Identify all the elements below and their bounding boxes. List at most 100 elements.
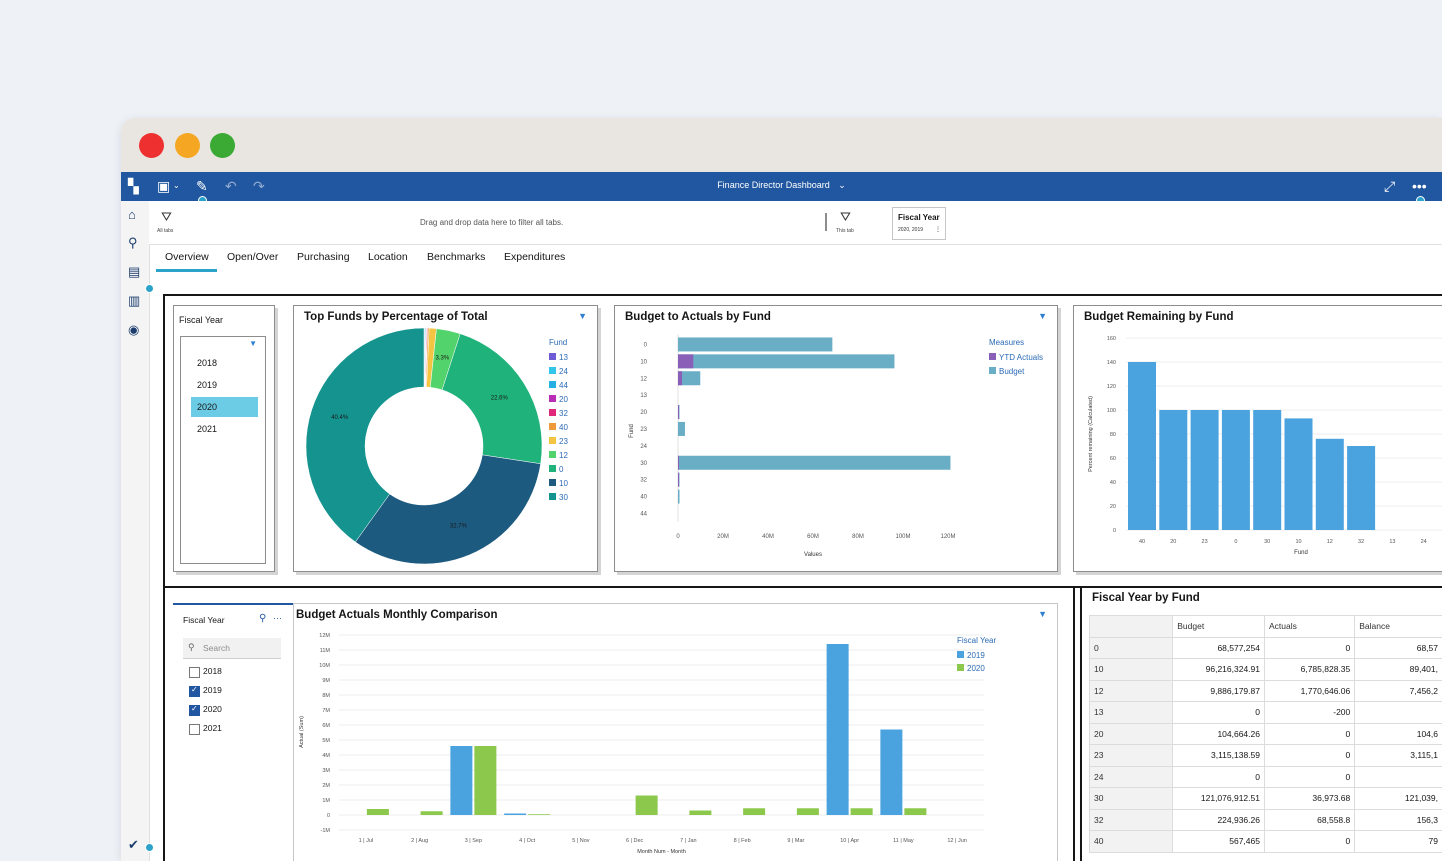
my-content-icon[interactable]: ▤	[128, 264, 141, 279]
checklist-more-icon[interactable]: ···	[273, 613, 282, 623]
ba-x-tick: 60M	[807, 534, 819, 540]
column-header-fund[interactable]	[1088, 615, 1174, 638]
table-row: 23 3,115,138.59 0 3,115,1	[1088, 744, 1442, 767]
team-content-icon[interactable]: ▥	[128, 293, 141, 308]
tab-purchasing[interactable]: Purchasing	[297, 251, 350, 263]
tab-bar: Overview Open/Over Purchasing Location B…	[149, 244, 849, 274]
mc-x-tick: 4 | Oct	[519, 838, 536, 844]
legend-swatch-40	[549, 423, 556, 430]
column-header-actuals[interactable]: Actuals	[1263, 615, 1356, 638]
edit-pencil-icon[interactable]: ✎	[196, 178, 208, 194]
table-cell-value: 0	[1263, 636, 1356, 659]
checkbox-label: 2021	[203, 723, 222, 733]
ba-y-tick: 12	[640, 376, 647, 382]
tab-overview[interactable]: Overview	[165, 251, 209, 263]
save-icon[interactable]: ▣	[157, 178, 171, 194]
mc-x-axis-label: Month Num - Month	[637, 849, 686, 855]
donut-slice-0	[441, 333, 543, 465]
table-cell-value: 0	[1172, 701, 1265, 724]
table-cell-fund: 30	[1088, 787, 1174, 810]
ba-x-tick: 120M	[940, 534, 955, 540]
undo-icon[interactable]: ↶	[225, 178, 237, 194]
drop-zone-hint[interactable]: Drag and drop data here to filter all ta…	[420, 218, 564, 227]
br-x-tick: 40	[1139, 539, 1145, 545]
table-cell-value	[1354, 701, 1442, 724]
more-options-icon[interactable]: •••	[1412, 178, 1427, 194]
table-cell-fund: 0	[1088, 636, 1174, 659]
br-y-tick: 160	[1107, 336, 1116, 342]
fullscreen-icon[interactable]: ⤢	[1384, 178, 1396, 194]
legend-swatch-24	[549, 367, 556, 374]
column-header-balance[interactable]: Balance	[1354, 615, 1442, 638]
tab-open-over[interactable]: Open/Over	[227, 251, 279, 263]
maximize-window-button[interactable]	[210, 133, 235, 158]
ba-x-tick: 40M	[762, 534, 774, 540]
fiscal-year-option[interactable]: 2019	[197, 380, 218, 390]
ba-y-tick: 20	[640, 410, 647, 416]
tab-expenditures[interactable]: Expenditures	[504, 251, 566, 263]
home-icon[interactable]: ⌂	[128, 207, 136, 222]
filter-icon[interactable]: ▼	[249, 339, 257, 348]
minimize-window-button[interactable]	[175, 133, 200, 158]
save-menu-chevron-icon[interactable]: ⌄	[173, 181, 180, 190]
ba-bar-actuals	[678, 354, 694, 369]
checkbox-2019[interactable]	[189, 685, 200, 697]
mc-bar-2019	[504, 813, 527, 815]
monthly-filter-icon[interactable]: ▼	[1038, 609, 1047, 619]
ba-legend-title: Measures	[989, 338, 1024, 347]
tab-location[interactable]: Location	[368, 251, 408, 263]
close-window-button[interactable]	[139, 133, 164, 158]
dashboard-title[interactable]: Finance Director Dashboard ⌄	[121, 180, 1442, 191]
donut-data-label: 3.3%	[436, 355, 450, 361]
redo-icon[interactable]: ↷	[253, 178, 265, 194]
mc-legend-swatch	[957, 651, 964, 658]
legend-swatch-30	[549, 493, 556, 500]
br-y-tick: 20	[1110, 504, 1116, 510]
this-tab-filter-icon[interactable]: ⛛	[840, 209, 851, 224]
checkbox-2021[interactable]	[189, 724, 200, 735]
checklist-search-field[interactable]: ⚲ Search	[183, 638, 281, 659]
mc-bar-2020	[689, 810, 712, 815]
checkbox-2018[interactable]	[189, 667, 200, 678]
table-row: 10 96,216,324.91 6,785,828.35 89,401,	[1088, 658, 1442, 681]
table-cell-value: 7,456,2	[1354, 679, 1442, 702]
donut-filter-icon[interactable]: ▼	[578, 311, 587, 321]
monthly-comparison-chart: -1M 0 1M 2M 3M 4M 5M 6M 7M 8M 9M 10M 11M 12M 1 | Jul 2 …	[299, 633, 996, 855]
chip-menu-icon[interactable]: ⋮	[935, 227, 941, 233]
recent-icon[interactable]: ◉	[128, 322, 140, 337]
notifications-check-icon[interactable]: ✔	[128, 837, 139, 852]
tab-benchmarks[interactable]: Benchmarks	[427, 251, 486, 263]
table-cell-value: 104,6	[1354, 722, 1442, 745]
table-cell-value: 96,216,324.91	[1172, 658, 1265, 681]
filter-bar: ⛛ All tabs Drag and drop data here to fi…	[149, 201, 1442, 245]
br-bar-12	[1315, 438, 1344, 530]
mc-x-tick: 10 | Apr	[840, 838, 859, 844]
checkbox-2020[interactable]	[189, 704, 200, 716]
budget-actuals-filter-icon[interactable]: ▼	[1038, 311, 1047, 321]
donut-data-label: 32.7%	[450, 524, 468, 530]
fiscal-year-filter-chip[interactable]: Fiscal Year 2020, 2019 ⋮	[892, 207, 946, 240]
fiscal-year-option-selected[interactable]: 2020	[197, 402, 218, 412]
app-toolbar: ▚ ▣ ⌄ ✎ ↶ ↷ Finance Director Dashboard ⌄…	[121, 172, 1442, 201]
search-icon[interactable]: ⚲	[128, 235, 138, 250]
br-bar-23	[1190, 410, 1219, 530]
table-cell-value: 121,039,	[1354, 787, 1442, 810]
fiscal-year-list-box: ▼ 2018 2019 2020 2021	[180, 336, 266, 564]
ba-y-tick: 0	[644, 342, 648, 348]
br-bar-32	[1347, 446, 1376, 530]
ba-y-axis-label: Fund	[629, 424, 635, 438]
all-tabs-filter-icon[interactable]: ⛛	[161, 209, 172, 224]
ba-y-tick: 23	[640, 427, 647, 433]
checklist-search-icon[interactable]: ⚲	[259, 613, 267, 624]
table-cell-value: 3,115,1	[1354, 744, 1442, 767]
fiscal-year-option[interactable]: 2021	[197, 424, 218, 434]
column-header-budget[interactable]: Budget	[1172, 615, 1265, 638]
all-tabs-label: All tabs	[157, 228, 174, 234]
app-switcher-icon[interactable]: ▚	[128, 178, 139, 194]
donut-data-label: 22.6%	[491, 395, 509, 401]
fiscal-year-option[interactable]: 2018	[197, 358, 218, 368]
ba-bar-budget	[678, 337, 833, 352]
table-cell-value: 68,57	[1354, 636, 1442, 659]
mc-legend-swatch	[957, 664, 964, 671]
budget-remaining-panel: Budget Remaining by Fund 0 20 40 60 80 100 120…	[1073, 305, 1442, 572]
